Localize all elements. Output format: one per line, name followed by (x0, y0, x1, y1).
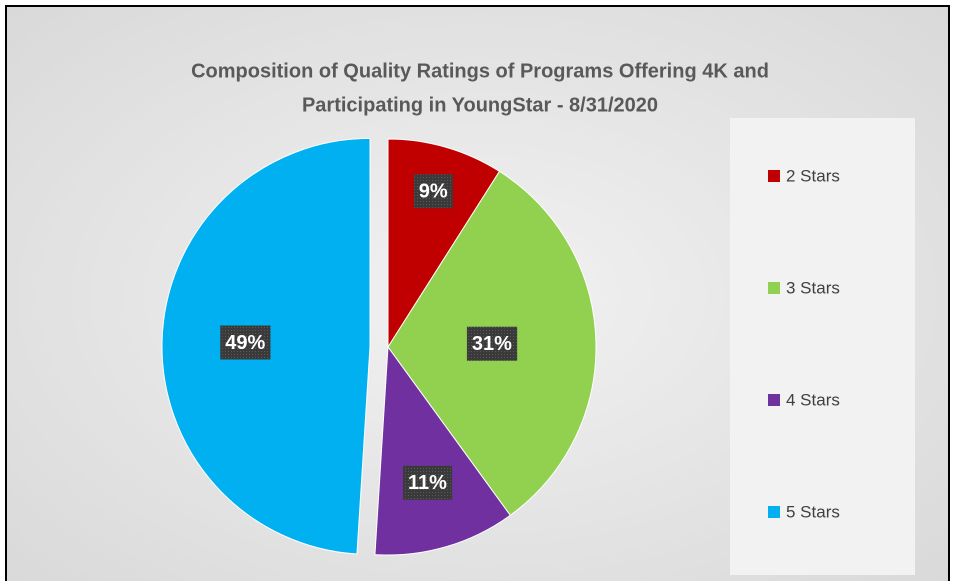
data-label: 31% (472, 333, 512, 355)
chart-title: Participating in YoungStar - 8/31/2020 (302, 94, 658, 116)
legend-box (730, 118, 915, 575)
data-label-box (220, 325, 271, 360)
data-label: 9% (419, 180, 448, 202)
legend-label: 3 Stars (786, 278, 840, 297)
legend-swatch (768, 170, 780, 182)
data-label-box (402, 465, 453, 500)
legend-swatch (768, 282, 780, 294)
data-label: 49% (225, 332, 265, 354)
chart-title: Composition of Quality Ratings of Progra… (191, 60, 769, 82)
legend-label: 5 Stars (786, 502, 840, 521)
legend-swatch (768, 394, 780, 406)
data-label: 11% (408, 472, 447, 494)
legend-label: 4 Stars (786, 390, 840, 409)
legend-swatch (768, 506, 780, 518)
data-label-box (413, 174, 453, 209)
data-label-box (466, 326, 518, 361)
pie-slice (374, 345, 511, 556)
legend-label: 2 Stars (786, 166, 840, 185)
